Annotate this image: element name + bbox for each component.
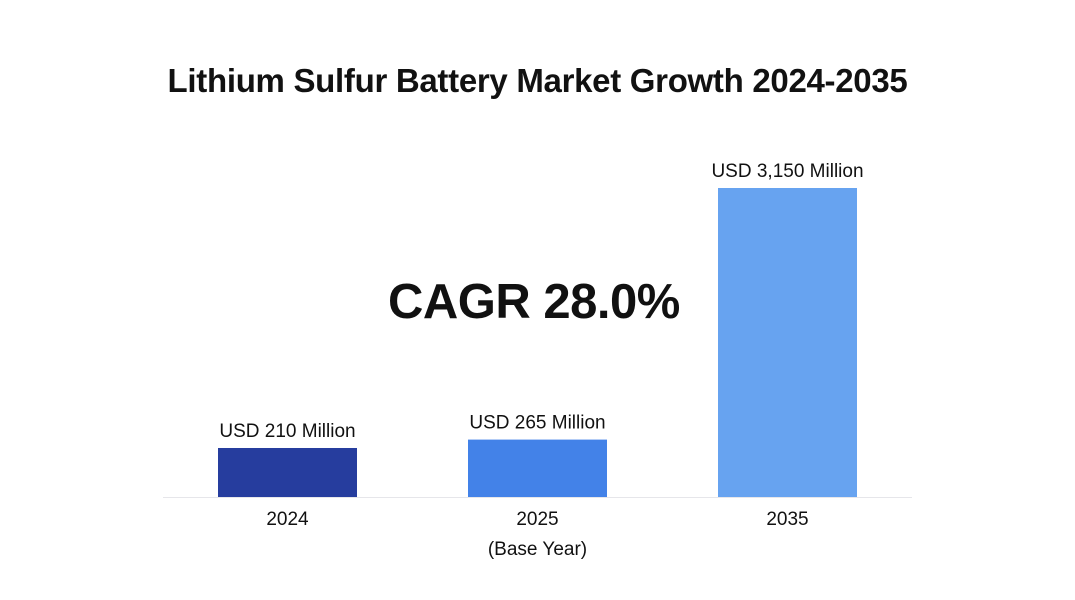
data-label-2025: USD 265 Million xyxy=(469,413,605,434)
x-tick-label-2035: 2035 xyxy=(766,509,808,530)
data-label-2024: USD 210 Million xyxy=(219,421,355,442)
x-tick-label-2025: 2025 xyxy=(516,509,558,530)
data-label-2035: USD 3,150 Million xyxy=(711,161,863,182)
chart-title: Lithium Sulfur Battery Market Growth 202… xyxy=(167,62,908,99)
bar-2025 xyxy=(468,439,607,497)
bar-2024 xyxy=(218,447,357,497)
x-tick-sublabel: (Base Year) xyxy=(488,539,587,560)
x-tick-label-2024: 2024 xyxy=(266,509,309,530)
cagr-annotation: CAGR 28.0% xyxy=(388,275,680,329)
bar-2035 xyxy=(718,188,857,497)
